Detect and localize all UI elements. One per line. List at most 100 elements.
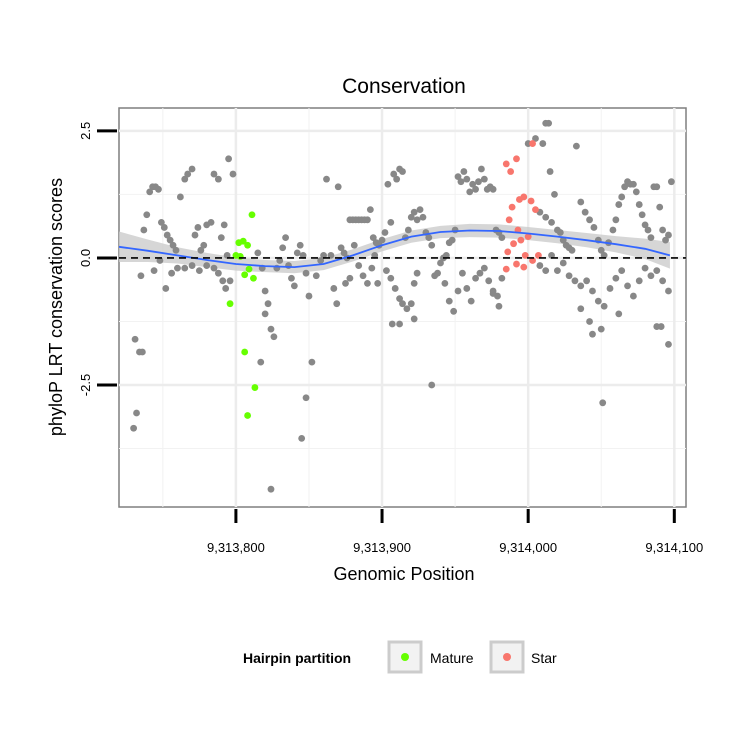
data-point-other (194, 224, 202, 231)
data-point-other (577, 198, 585, 206)
data-point-other (480, 175, 488, 183)
data-point-other (219, 277, 227, 285)
data-point-other (428, 381, 436, 389)
data-point-other (606, 285, 614, 292)
data-point-other (157, 218, 165, 226)
data-point-other (381, 229, 389, 236)
data-point-other (383, 267, 390, 275)
data-point-other (546, 168, 554, 175)
data-point-other (210, 170, 218, 178)
data-point-other (653, 183, 661, 191)
data-point-other (556, 229, 564, 236)
data-point-other (600, 252, 608, 259)
data-point-other (188, 262, 196, 269)
data-point-other (463, 175, 471, 183)
data-point-star (527, 197, 535, 205)
data-point-other (302, 269, 310, 277)
data-point-other (374, 279, 382, 287)
chart-title: Conservation (342, 75, 466, 98)
data-point-other (226, 277, 234, 285)
data-point-other (162, 285, 170, 292)
data-point-other (384, 180, 392, 188)
data-point-other (391, 285, 399, 292)
data-point-other (346, 274, 354, 282)
data-point-other (657, 323, 665, 330)
data-point-other (312, 272, 320, 280)
data-point-other (138, 348, 146, 356)
data-point-other (355, 262, 363, 269)
data-point-other (416, 206, 424, 214)
data-point-other (635, 277, 643, 285)
data-point-other (542, 213, 550, 221)
legend-dot-mature (401, 653, 409, 661)
data-point-other (359, 272, 367, 280)
data-point-star (521, 252, 529, 259)
data-points (130, 119, 675, 493)
data-point-other (298, 434, 306, 442)
data-point-other (293, 249, 301, 257)
data-point-other (155, 185, 162, 193)
data-point-star (532, 206, 539, 214)
data-point-other (457, 178, 465, 186)
data-point-other (659, 226, 667, 234)
data-point-other (638, 211, 646, 219)
data-point-mature (239, 237, 247, 245)
data-point-other (577, 282, 585, 290)
data-point-other (441, 279, 449, 287)
x-axis: 9,313,800 9,313,900 9,314,000 9,314,100 (207, 509, 703, 555)
data-point-mature (236, 253, 244, 260)
data-point-other (653, 267, 661, 275)
data-point-other (340, 249, 348, 257)
data-point-other (279, 244, 287, 252)
data-point-other (176, 193, 184, 201)
x-tick-label: 9,313,800 (207, 540, 265, 555)
data-point-other (166, 236, 174, 244)
data-point-other (214, 269, 222, 277)
data-point-other (410, 208, 418, 216)
data-point-other (612, 274, 620, 282)
data-point-other (599, 399, 607, 407)
data-point-mature (248, 211, 256, 219)
data-point-other (181, 264, 189, 272)
data-point-other (270, 333, 278, 341)
data-point-other (413, 216, 421, 224)
legend: Hairpin partition Mature Star (243, 640, 557, 674)
data-point-other (188, 165, 196, 173)
y-axis-title: phyloP LRT conservation scores (46, 178, 66, 436)
data-point-other (644, 226, 652, 234)
data-point-star (510, 240, 517, 248)
data-point-other (137, 272, 145, 280)
data-point-other (160, 224, 168, 231)
data-point-other (572, 142, 580, 150)
data-point-other (264, 300, 272, 308)
data-point-other (267, 325, 275, 333)
data-point-other (410, 279, 418, 287)
data-point-star (513, 260, 520, 268)
data-point-mature (245, 265, 253, 273)
data-point-other (407, 213, 415, 221)
data-point-other (472, 274, 479, 282)
data-point-other (568, 246, 576, 254)
data-point-other (536, 262, 544, 269)
data-point-other (403, 305, 411, 313)
data-point-other (254, 249, 262, 257)
data-point-other (451, 226, 459, 234)
data-point-other (434, 269, 441, 277)
data-point-other (282, 234, 289, 242)
data-point-other (629, 180, 637, 188)
data-point-other (542, 267, 550, 275)
data-point-other (597, 246, 605, 254)
data-point-other (589, 330, 596, 338)
legend-title: Hairpin partition (243, 650, 351, 666)
data-point-other (665, 231, 672, 239)
data-point-mature (244, 241, 251, 249)
data-point-other (327, 252, 335, 259)
data-point-other (442, 252, 450, 259)
data-point-other (612, 216, 620, 224)
data-point-other (600, 302, 608, 310)
data-point-other (330, 285, 338, 292)
data-point-other (413, 269, 421, 277)
data-point-other (334, 183, 342, 191)
data-point-other (220, 221, 228, 229)
